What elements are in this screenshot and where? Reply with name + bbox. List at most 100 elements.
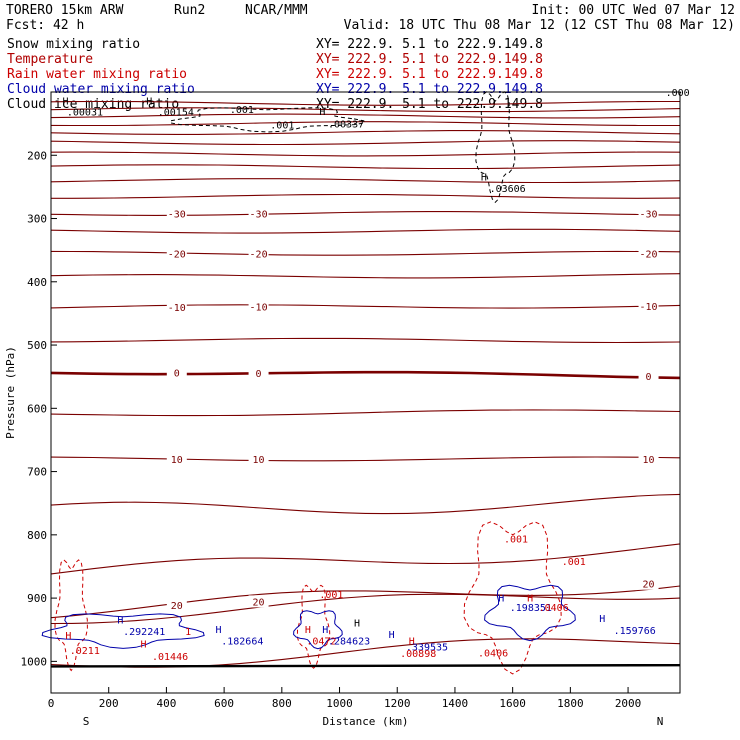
contour-label-bg <box>166 599 187 612</box>
contour-annotation: .001 <box>230 105 254 116</box>
contour-label-bg <box>638 207 659 220</box>
moisture-contour <box>54 559 88 672</box>
contour-label-bg <box>248 367 269 380</box>
legend-entry-xy: XY= 222.9. 5.1 to 222.9.149.8 <box>316 97 543 112</box>
temperature-label: -10 <box>168 303 186 314</box>
contour-annotation: H <box>319 107 325 118</box>
temperature-contour <box>50 585 681 619</box>
legend-entry-xy: XY= 222.9. 5.1 to 222.9.149.8 <box>316 82 543 97</box>
contour-annotation: .01446 <box>152 652 188 663</box>
moisture-contour <box>296 584 331 669</box>
moisture-contour <box>484 584 576 642</box>
contour-label-bg <box>248 207 269 220</box>
legend-entry-name: Snow mixing ratio <box>7 37 140 52</box>
contour-annotation: .00898 <box>400 649 436 660</box>
contour-annotation: H <box>146 97 152 108</box>
contour-annotation: .0406 <box>539 603 569 614</box>
header-org: NCAR/MMM <box>245 3 308 18</box>
temperature-label: -10 <box>640 302 658 313</box>
contour-annotation: .0406 <box>478 648 508 659</box>
header-fcst: Fcst: 42 h <box>6 18 84 33</box>
y-axis-label: Pressure (hPa) <box>4 346 17 439</box>
contour-annotation: .000 <box>666 88 690 99</box>
temperature-contour <box>50 113 681 119</box>
temperature-contour <box>50 178 681 184</box>
temperature-contour <box>50 228 681 234</box>
temperature-label: -20 <box>168 249 186 260</box>
legend-entry-name: Cloud water mixing ratio <box>7 82 195 97</box>
temperature-contour <box>50 370 681 380</box>
header-model: TORERO 15km ARW <box>6 3 124 18</box>
contour-annotation: .284623 <box>328 636 370 647</box>
temperature-contour <box>50 337 681 344</box>
header-init: Init: 00 UTC Wed 07 Mar 12 <box>532 3 736 18</box>
x-tick-label: 2000 <box>615 697 642 710</box>
contour-annotation: H <box>215 625 221 636</box>
y-tick-label: 800 <box>27 529 47 542</box>
contour-annotation: H <box>354 619 360 630</box>
temperature-contour <box>50 273 681 279</box>
contour-label-bg <box>638 369 659 382</box>
temperature-contour <box>50 409 681 417</box>
temperature-contour <box>50 593 681 625</box>
contour-annotation: H <box>527 593 533 604</box>
legend-entry-xy: XY= 222.9. 5.1 to 222.9.149.8 <box>316 52 543 67</box>
temperature-label: 0 <box>256 369 262 380</box>
y-tick-label: 900 <box>27 592 47 605</box>
header-run: Run2 <box>174 3 205 18</box>
contour-label-bg <box>248 452 269 465</box>
y-tick-label: 200 <box>27 149 47 162</box>
contour-annotation: H <box>63 97 69 108</box>
contour-annotation: .159766 <box>614 626 656 637</box>
x-tick-label: 400 <box>156 697 176 710</box>
temperature-contour <box>50 543 681 575</box>
temperature-label: -20 <box>640 249 658 260</box>
temperature-label: 10 <box>643 455 655 466</box>
contour-annotation: .0472 <box>306 636 336 647</box>
temperature-contour <box>50 164 681 170</box>
contour-annotation: .339535 <box>406 643 448 654</box>
legend-entry-name: Rain water mixing ratio <box>7 67 187 82</box>
contour-annotation: .03606 <box>490 184 526 195</box>
temperature-contour <box>50 456 681 462</box>
x-tick-label: 0 <box>48 697 55 710</box>
temperature-contour <box>50 121 680 127</box>
x-tick-label: 1800 <box>557 697 584 710</box>
x-end-right: N <box>657 715 664 728</box>
legend-entry-name: Temperature <box>7 52 93 67</box>
temperature-contour <box>50 107 681 113</box>
moisture-contour <box>169 107 366 133</box>
temperature-label: -10 <box>250 303 268 314</box>
y-tick-label: 700 <box>27 466 47 479</box>
temperature-contours: 20 20 20 10 10 10 0 0 0 -10 -10 -10 -20 -20 -20 -30 -30 -… <box>50 100 681 668</box>
contour-label-bg <box>166 207 187 220</box>
contour-annotation: H <box>409 636 415 647</box>
ground-line <box>50 663 681 668</box>
y-tick-label: 500 <box>27 339 47 352</box>
temperature-label: -20 <box>250 249 268 260</box>
temperature-label: -30 <box>168 209 186 220</box>
temperature-contour <box>50 211 681 216</box>
contour-annotation: .00337 <box>328 119 364 130</box>
temperature-contour <box>50 304 681 309</box>
temperature-contour <box>50 140 681 146</box>
temperature-contour <box>50 100 680 106</box>
contour-label-bg <box>166 247 187 260</box>
contour-annotation: H <box>389 630 395 641</box>
contour-label-bg <box>248 300 269 313</box>
contour-label-bg <box>248 595 269 608</box>
contour-annotation: H <box>65 631 71 642</box>
y-tick-label: 300 <box>27 213 47 226</box>
contour-annotation: H <box>481 173 487 184</box>
contour-annotation: .198351 <box>510 603 552 614</box>
contour-label-bg <box>166 300 187 313</box>
x-tick-label: 1600 <box>499 697 526 710</box>
contour-label-bg <box>638 299 659 312</box>
temperature-label: 0 <box>646 372 652 383</box>
contour-annotation: H <box>117 615 123 626</box>
contour-annotation: .001 <box>319 590 343 601</box>
temperature-contour <box>50 493 681 515</box>
contour-annotation: .00031 <box>67 107 103 118</box>
